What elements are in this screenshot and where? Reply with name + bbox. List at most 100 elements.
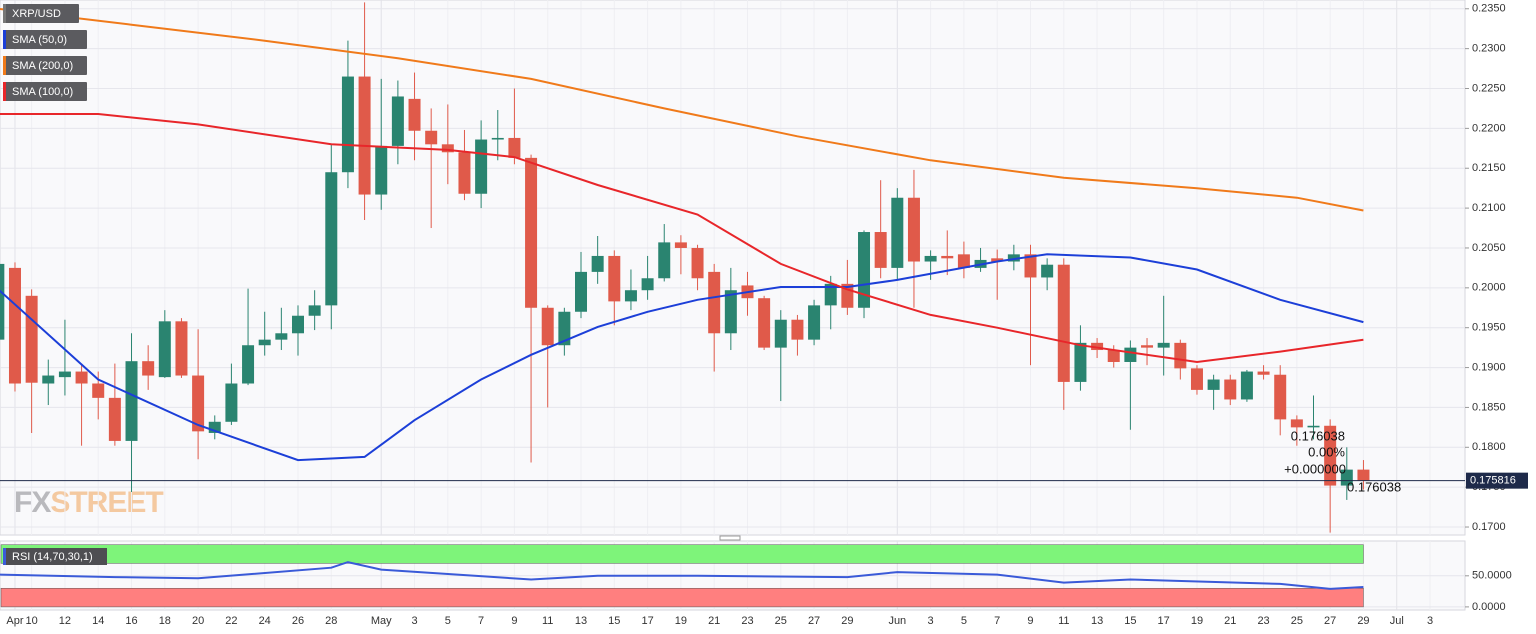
candle-body (541, 307, 554, 346)
x-tick-label: 25 (775, 615, 787, 627)
x-tick-label: 7 (478, 615, 484, 627)
candle-body (1091, 342, 1104, 351)
candle-body (475, 139, 488, 194)
x-tick-label: 13 (575, 615, 587, 627)
indicator-line (0, 561, 1364, 590)
x-tick-label: Jun (888, 615, 906, 627)
candle-body (125, 361, 138, 441)
legend-swatch (3, 548, 6, 565)
legend-box (3, 30, 87, 49)
candle-body (325, 172, 338, 306)
candle-body (1057, 264, 1070, 382)
x-tick-label: 14 (92, 615, 104, 627)
y-tick-label: 0.2200 (1472, 122, 1506, 134)
candle-body (1141, 345, 1154, 348)
x-tick-label: 9 (1027, 615, 1033, 627)
candle-body (1024, 254, 1037, 278)
candle-body (1207, 379, 1220, 390)
candle-body (708, 271, 721, 334)
candle-body (907, 197, 920, 262)
x-tick-label: 11 (1058, 615, 1069, 627)
watermark: FXSTREET (14, 486, 163, 519)
candle-body (1174, 342, 1187, 369)
candle-body (1324, 425, 1337, 486)
x-tick-label: 3 (1427, 615, 1433, 627)
x-tick-label: 17 (641, 615, 653, 627)
candle-body (358, 76, 371, 195)
candle-body (1007, 254, 1020, 262)
candle-body (858, 232, 871, 308)
candle-body (42, 375, 55, 384)
legend-label: SMA (50,0) (12, 34, 67, 46)
candle-body (58, 371, 71, 378)
legend-box (3, 56, 87, 75)
legend-label: SMA (200,0) (12, 60, 73, 72)
x-tick-label: 12 (59, 615, 71, 627)
candle-body (624, 290, 637, 302)
price-annotation: +0.000000 (1284, 461, 1346, 476)
candle-body (674, 242, 687, 248)
x-tick-label: Jul (1390, 615, 1404, 627)
candle-body (1257, 371, 1270, 375)
candle-body (275, 333, 288, 340)
current-price-box (1466, 472, 1528, 489)
candle-body (1124, 347, 1137, 362)
y-tick-label: 0.1900 (1472, 361, 1506, 373)
x-tick-label: 26 (292, 615, 304, 627)
candle-body (291, 315, 304, 334)
legend-box (3, 548, 107, 565)
x-tick-label: 19 (675, 615, 687, 627)
candle-body (758, 298, 771, 348)
y-tick-label: 0.2350 (1472, 3, 1506, 15)
legend-label: RSI (14,70,30,1) (12, 551, 93, 563)
x-tick-label: 3 (928, 615, 934, 627)
candle-body (724, 290, 737, 334)
legend-label: SMA (100,0) (12, 86, 73, 98)
x-tick-label: 7 (994, 615, 1000, 627)
legend-swatch (3, 30, 6, 49)
price-pane (0, 0, 1466, 536)
y-tick-label: 0.1800 (1472, 441, 1506, 453)
x-tick-label: May (371, 615, 392, 627)
candle-body (25, 295, 38, 383)
x-tick-label: 16 (125, 615, 137, 627)
y-tick-label: 0.2050 (1472, 242, 1506, 254)
candle-body (258, 339, 271, 346)
pane-splitter[interactable] (719, 535, 741, 541)
candle-body (1307, 425, 1320, 428)
y-tick-label: 0.1700 (1472, 521, 1506, 533)
candle-body (108, 397, 121, 441)
x-tick-label: 3 (411, 615, 417, 627)
x-tick-label: 17 (1158, 615, 1170, 627)
y-tick-label: 0.2100 (1472, 202, 1506, 214)
candle-body (808, 305, 821, 340)
legend-swatch (3, 82, 6, 101)
current-price-label: 0.175816 (1470, 475, 1516, 487)
x-tick-label: 11 (542, 615, 553, 627)
rsi-band (0, 587, 1364, 608)
candle-body (1240, 371, 1253, 400)
x-tick-label: 5 (961, 615, 967, 627)
legend-label: XRP/USD (12, 8, 61, 20)
candle-body (175, 321, 188, 376)
candle-body (891, 197, 904, 268)
candle-body (225, 383, 238, 422)
y-tick-label: 0.2000 (1472, 282, 1506, 294)
x-tick-label: Apr (6, 615, 23, 627)
x-tick-label: 23 (741, 615, 753, 627)
candle-body (525, 157, 538, 308)
x-tick-label: 25 (1291, 615, 1303, 627)
candle-body (957, 254, 970, 268)
candle-body (75, 371, 88, 384)
x-tick-label: 9 (511, 615, 517, 627)
candle-body (242, 345, 255, 384)
indicator-line (0, 113, 1364, 364)
candle-body (158, 321, 171, 378)
x-tick-label: 19 (1191, 615, 1203, 627)
x-tick-label: 15 (608, 615, 620, 627)
x-tick-label: 27 (1324, 615, 1336, 627)
x-tick-label: 29 (1357, 615, 1369, 627)
candle-body (791, 319, 804, 340)
y-tick-label: 0.2250 (1472, 82, 1506, 94)
